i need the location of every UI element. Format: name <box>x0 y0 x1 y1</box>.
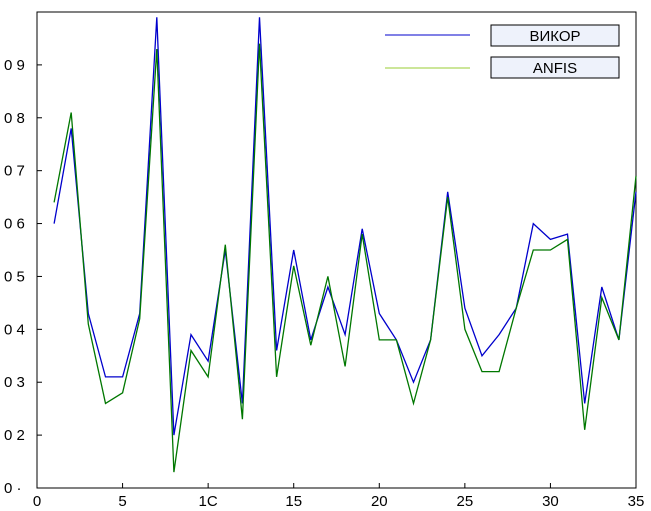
series-lines <box>53 17 637 473</box>
x-tick-label: 25 <box>457 493 474 510</box>
legend-box-vikor <box>490 24 620 47</box>
x-tick-label: 1C <box>199 493 218 510</box>
y-tick-label: 0 7 <box>4 163 25 180</box>
y-tick-label: 0 9 <box>4 57 25 74</box>
x-tick-label: 30 <box>542 493 559 510</box>
y-tick-label: 0 2 <box>4 427 25 444</box>
series-line-викор <box>53 17 637 436</box>
y-axis: 0 · 0 2 0 3 0 4 0 5 0 6 0 7 0 8 0 9 <box>4 57 42 497</box>
x-tick-label: 5 <box>118 493 126 510</box>
legend-label-vikor: ВИКОР <box>529 28 580 45</box>
y-tick-label: 0 4 <box>4 321 25 338</box>
y-tick-label: 0 6 <box>4 216 25 233</box>
y-tick-label: 0 5 <box>4 268 25 285</box>
y-tick-label: 0 8 <box>4 110 25 127</box>
legend-label-anfis: ANFIS <box>533 60 577 77</box>
series-line-anfis <box>53 43 637 473</box>
x-tick-label: 35 <box>628 493 645 510</box>
legend-box-anfis <box>490 56 620 79</box>
x-axis: 0 5 1C 15 20 25 30 35 <box>33 483 645 510</box>
x-tick-label: 20 <box>371 493 388 510</box>
x-tick-label: 0 <box>33 493 41 510</box>
y-tick-label: 0 3 <box>4 374 25 391</box>
legend: ВИКОР ANFIS <box>385 24 620 79</box>
y-tick-label: 0 · <box>4 480 22 497</box>
x-tick-label: 15 <box>285 493 302 510</box>
